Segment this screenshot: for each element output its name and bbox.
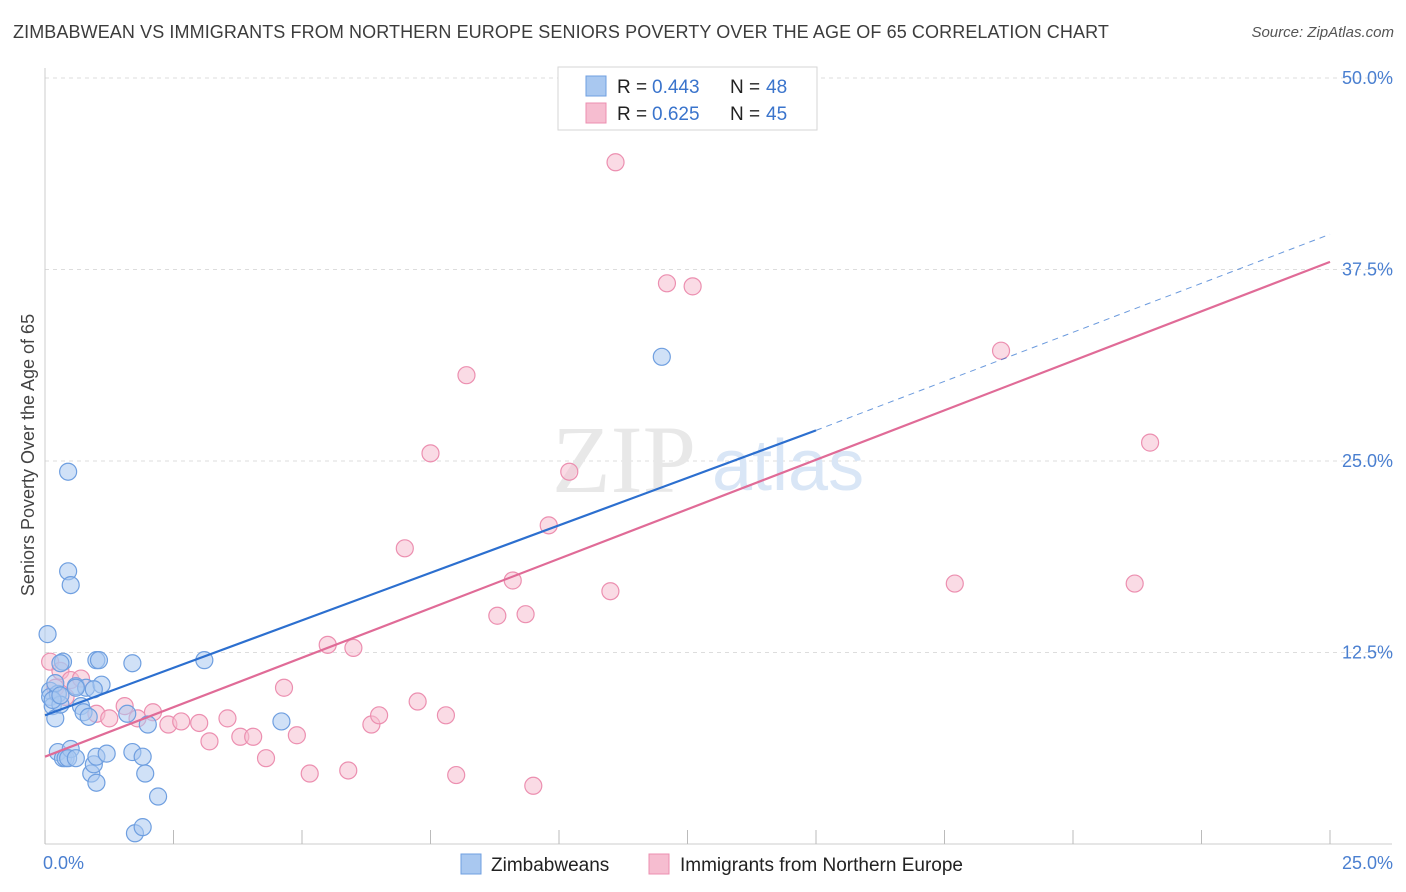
immigrants-point: [560, 462, 579, 481]
immigrants-point: [1140, 433, 1160, 452]
zimbabweans-point: [79, 707, 98, 726]
legend-r-label-pink: R =: [617, 104, 647, 125]
top-legend: R = 0.443 N = 48 R = 0.625 N = 45: [557, 66, 818, 131]
immigrants-point: [657, 274, 677, 293]
zimbabweans-point: [51, 686, 70, 705]
immigrants-trend-line: [44, 260, 1331, 758]
zimbabweans-point: [272, 712, 291, 731]
bottom-legend: Zimbabweans Immigrants from Northern Eur…: [460, 853, 963, 876]
bottom-legend-swatch-pink: [648, 853, 670, 875]
immigrants-point: [300, 764, 319, 783]
legend-n-label-blue: N =: [730, 77, 760, 98]
zimbabweans-point: [89, 651, 109, 670]
immigrants-point: [287, 726, 306, 745]
watermark-atlas: atlas: [712, 426, 864, 506]
immigrants-point: [601, 582, 620, 601]
zimbabweans-point: [87, 773, 106, 792]
immigrants-point: [395, 539, 414, 558]
legend-swatch-pink: [585, 102, 607, 124]
zimbabweans-point: [38, 625, 57, 644]
immigrants-point: [991, 341, 1011, 360]
immigrants-point: [436, 706, 456, 725]
legend-r-value-blue: 0.443: [652, 77, 700, 98]
zimbabweans-trend-line: [44, 429, 817, 717]
immigrants-point: [100, 709, 119, 728]
immigrants-point: [408, 692, 427, 711]
x-tick-labels: 0.0% 25.0%: [43, 853, 1393, 873]
zimbabweans-point: [66, 749, 85, 768]
zimbabweans-trend-extension: [815, 233, 1331, 431]
y-tick-labels: 12.5% 25.0% 37.5% 50.0%: [1342, 68, 1393, 663]
immigrants-point: [516, 605, 535, 624]
immigrants-point: [945, 574, 964, 593]
x-tick-label: 0.0%: [43, 853, 84, 873]
legend-r-label-blue: R =: [617, 77, 647, 98]
immigrants-point: [683, 277, 702, 296]
series-zimbabweans-points: [38, 347, 671, 843]
bottom-legend-label-immigrants: Immigrants from Northern Europe: [680, 855, 963, 876]
zimbabweans-point: [59, 462, 78, 481]
immigrants-point: [256, 749, 276, 768]
immigrants-point: [524, 776, 543, 795]
immigrants-point: [274, 678, 294, 697]
source-label: Source: ZipAtlas.com: [1251, 24, 1394, 41]
immigrants-point: [606, 153, 625, 172]
zimbabweans-point: [66, 678, 85, 697]
zimbabweans-point: [136, 764, 155, 783]
immigrants-point: [200, 732, 219, 751]
immigrants-point: [344, 638, 363, 658]
zimbabweans-point: [118, 704, 137, 723]
immigrants-point: [421, 444, 440, 463]
y-tick-label: 37.5%: [1342, 260, 1393, 280]
zimbabweans-point: [97, 744, 116, 763]
chart-title: ZIMBABWEAN VS IMMIGRANTS FROM NORTHERN E…: [13, 22, 1109, 42]
y-tick-label: 50.0%: [1342, 68, 1393, 88]
legend-n-value-blue: 48: [766, 77, 787, 98]
zimbabweans-point: [133, 818, 152, 837]
legend-n-label-pink: N =: [730, 104, 760, 125]
immigrants-point: [244, 727, 263, 746]
zimbabweans-point: [51, 654, 70, 673]
immigrants-point: [190, 713, 209, 733]
y-axis-label: Seniors Poverty Over the Age of 65: [18, 314, 38, 596]
immigrants-point: [172, 712, 191, 731]
watermark: ZIP atlas: [552, 406, 864, 513]
legend-swatch-blue: [585, 75, 607, 97]
legend-n-value-pink: 45: [766, 104, 787, 125]
bottom-legend-swatch-blue: [460, 853, 482, 875]
zimbabweans-point: [148, 787, 168, 806]
zimbabweans-point: [133, 747, 152, 766]
bottom-legend-label-zimbabweans: Zimbabweans: [491, 855, 609, 876]
x-tick-label: 25.0%: [1342, 853, 1393, 873]
trend-lines: [44, 233, 1331, 758]
immigrants-point: [339, 761, 358, 780]
zimbabweans-point: [123, 654, 142, 673]
watermark-zip: ZIP: [552, 406, 696, 513]
y-tick-label: 12.5%: [1342, 643, 1393, 663]
legend-r-value-pink: 0.625: [652, 104, 700, 125]
immigrants-point: [457, 366, 476, 385]
immigrants-point: [218, 709, 237, 728]
immigrants-point: [488, 606, 507, 625]
zimbabweans-point: [61, 575, 80, 595]
zimbabweans-point: [652, 347, 671, 366]
immigrants-point: [1125, 574, 1144, 593]
immigrants-point: [447, 765, 466, 785]
grid-lines: [45, 77, 1392, 653]
y-tick-label: 25.0%: [1342, 451, 1393, 471]
immigrants-point: [370, 706, 389, 725]
